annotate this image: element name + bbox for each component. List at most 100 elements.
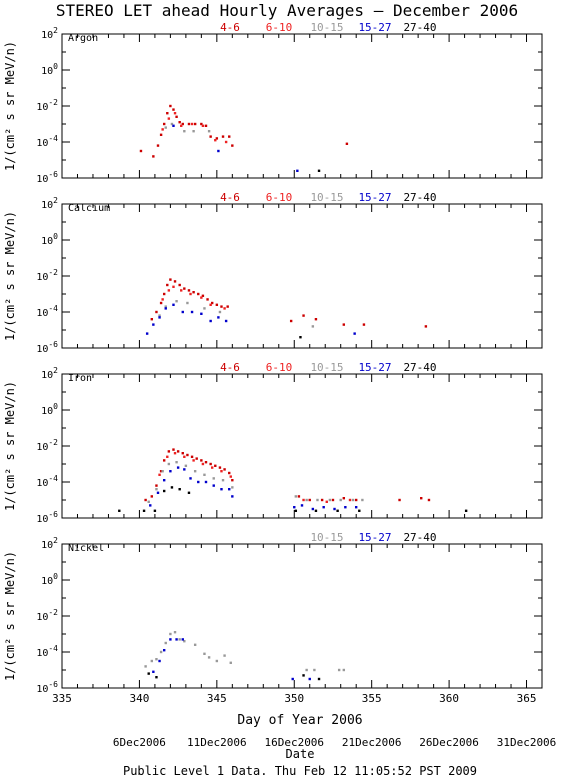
data-point-4-6 [398, 498, 401, 502]
data-point-15-27 [183, 468, 186, 471]
data-point-10-15 [175, 300, 178, 303]
data-point-4-6 [173, 280, 177, 283]
data-point-10-15 [164, 126, 167, 129]
x-tick-label: 335 [52, 692, 72, 705]
data-point-15-27 [333, 507, 336, 511]
data-point-4-6 [424, 325, 428, 328]
data-point-15-27 [149, 504, 152, 507]
data-point-15-27 [300, 504, 304, 507]
data-point-4-6 [150, 318, 154, 321]
y-tick-label: 10-6 [36, 510, 58, 525]
panel-label: Calcium [68, 203, 110, 214]
data-point-4-6 [204, 461, 208, 464]
legend-entry-27-40: 27-40 [403, 531, 436, 544]
data-point-10-15 [223, 654, 226, 657]
data-point-15-27 [197, 480, 200, 484]
data-point-10-15 [186, 301, 189, 305]
y-tick-label: 10-2 [36, 98, 58, 113]
data-point-6-10 [172, 285, 175, 288]
data-point-4-6 [166, 112, 169, 115]
data-point-15-27 [344, 506, 347, 509]
data-point-27-40 [155, 676, 158, 679]
panel-iron: 10-6 10-4 10-2 100 102 1/(cm² s sr MeV/n) Iron… [3, 361, 543, 525]
data-point-4-6 [172, 448, 175, 451]
data-point-4-6 [186, 453, 189, 457]
data-point-10-15 [337, 668, 341, 672]
data-point-10-15 [164, 641, 167, 645]
data-point-6-10 [201, 462, 205, 466]
data-point-10-15 [294, 495, 298, 498]
y-tick-label: 10-2 [36, 608, 58, 623]
plot-frame [61, 33, 543, 179]
data-point-27-40 [187, 491, 191, 494]
data-point-6-10 [348, 498, 352, 502]
data-point-15-27 [220, 488, 223, 491]
data-point-10-15 [161, 470, 164, 473]
legend-entry-27-40: 27-40 [403, 361, 436, 374]
y-tick-label: 10-4 [36, 134, 58, 149]
data-point-10-15 [229, 661, 232, 664]
data-point-4-6 [215, 137, 219, 140]
date-tick-label: 6Dec2006 [113, 736, 166, 749]
data-point-15-27 [212, 484, 215, 487]
data-point-6-10 [166, 455, 169, 458]
data-point-4-6 [159, 133, 163, 136]
data-point-6-10 [161, 128, 164, 131]
plot-frame [61, 373, 543, 519]
data-point-27-40 [118, 509, 121, 512]
footer-text: Public Level 1 Data. Thu Feb 12 11:05:52… [123, 764, 477, 778]
legend-entry-15-27: 15-27 [358, 191, 391, 204]
data-point-4-6 [345, 142, 349, 145]
x-tick-label: 340 [129, 692, 149, 705]
data-point-15-27 [217, 149, 220, 153]
legend-entry-6-10: 6-10 [266, 361, 293, 374]
legend-entry-4-6: 4-6 [220, 191, 240, 204]
data-point-15-27 [296, 169, 299, 172]
data-point-4-6 [289, 319, 293, 323]
data-point-6-10 [180, 124, 183, 127]
data-point-27-40 [162, 489, 166, 493]
data-point-10-15 [144, 665, 147, 668]
data-point-10-15 [169, 632, 172, 636]
data-point-10-15 [305, 668, 308, 672]
data-point-4-6 [201, 294, 205, 297]
data-point-10-15 [212, 477, 215, 480]
y-axis-label: 1/(cm² s sr MeV/n) [3, 41, 17, 171]
data-point-15-27 [308, 677, 311, 681]
data-point-15-27 [181, 638, 184, 641]
panel-nickel: 335 340 345 350 355 360 365 10-6 10-4 10-2 100 102 1… [3, 531, 543, 705]
data-point-27-40 [464, 509, 468, 512]
data-point-4-6 [144, 498, 147, 502]
data-point-15-27 [176, 466, 180, 469]
data-point-10-15 [183, 130, 186, 133]
data-point-27-40 [358, 509, 361, 512]
data-point-4-6 [200, 122, 203, 126]
data-point-10-15 [231, 486, 234, 489]
data-point-4-6 [169, 278, 172, 281]
data-point-15-27 [190, 310, 194, 314]
y-tick-label: 10-4 [36, 474, 58, 489]
data-point-4-6 [342, 497, 346, 500]
date-tick-row: 6Dec2006 11Dec2006 16Dec2006 21Dec2006 26Dec… [113, 736, 556, 749]
data-point-15-27 [353, 332, 356, 335]
data-point-10-15 [342, 668, 346, 672]
data-point-10-15 [164, 305, 167, 308]
data-point-4-6 [220, 305, 223, 308]
y-axis-label: 1/(cm² s sr MeV/n) [3, 211, 17, 341]
data-point-10-15 [351, 498, 355, 502]
data-point-4-6 [200, 459, 203, 462]
legend-entry-15-27: 15-27 [358, 361, 391, 374]
data-point-15-27 [175, 638, 178, 641]
data-point-4-6 [197, 292, 200, 296]
data-point-27-40 [294, 509, 298, 512]
legend-entry-10-15: 10-15 [310, 531, 343, 544]
data-point-4-6 [183, 287, 186, 290]
data-point-15-27 [158, 316, 161, 319]
data-point-27-40 [317, 677, 321, 681]
x-tick-label: 360 [439, 692, 459, 705]
data-point-10-15 [147, 500, 150, 503]
data-point-10-15 [155, 658, 158, 661]
date-tick-label: 26Dec2006 [419, 736, 479, 749]
data-point-4-6 [354, 498, 358, 502]
